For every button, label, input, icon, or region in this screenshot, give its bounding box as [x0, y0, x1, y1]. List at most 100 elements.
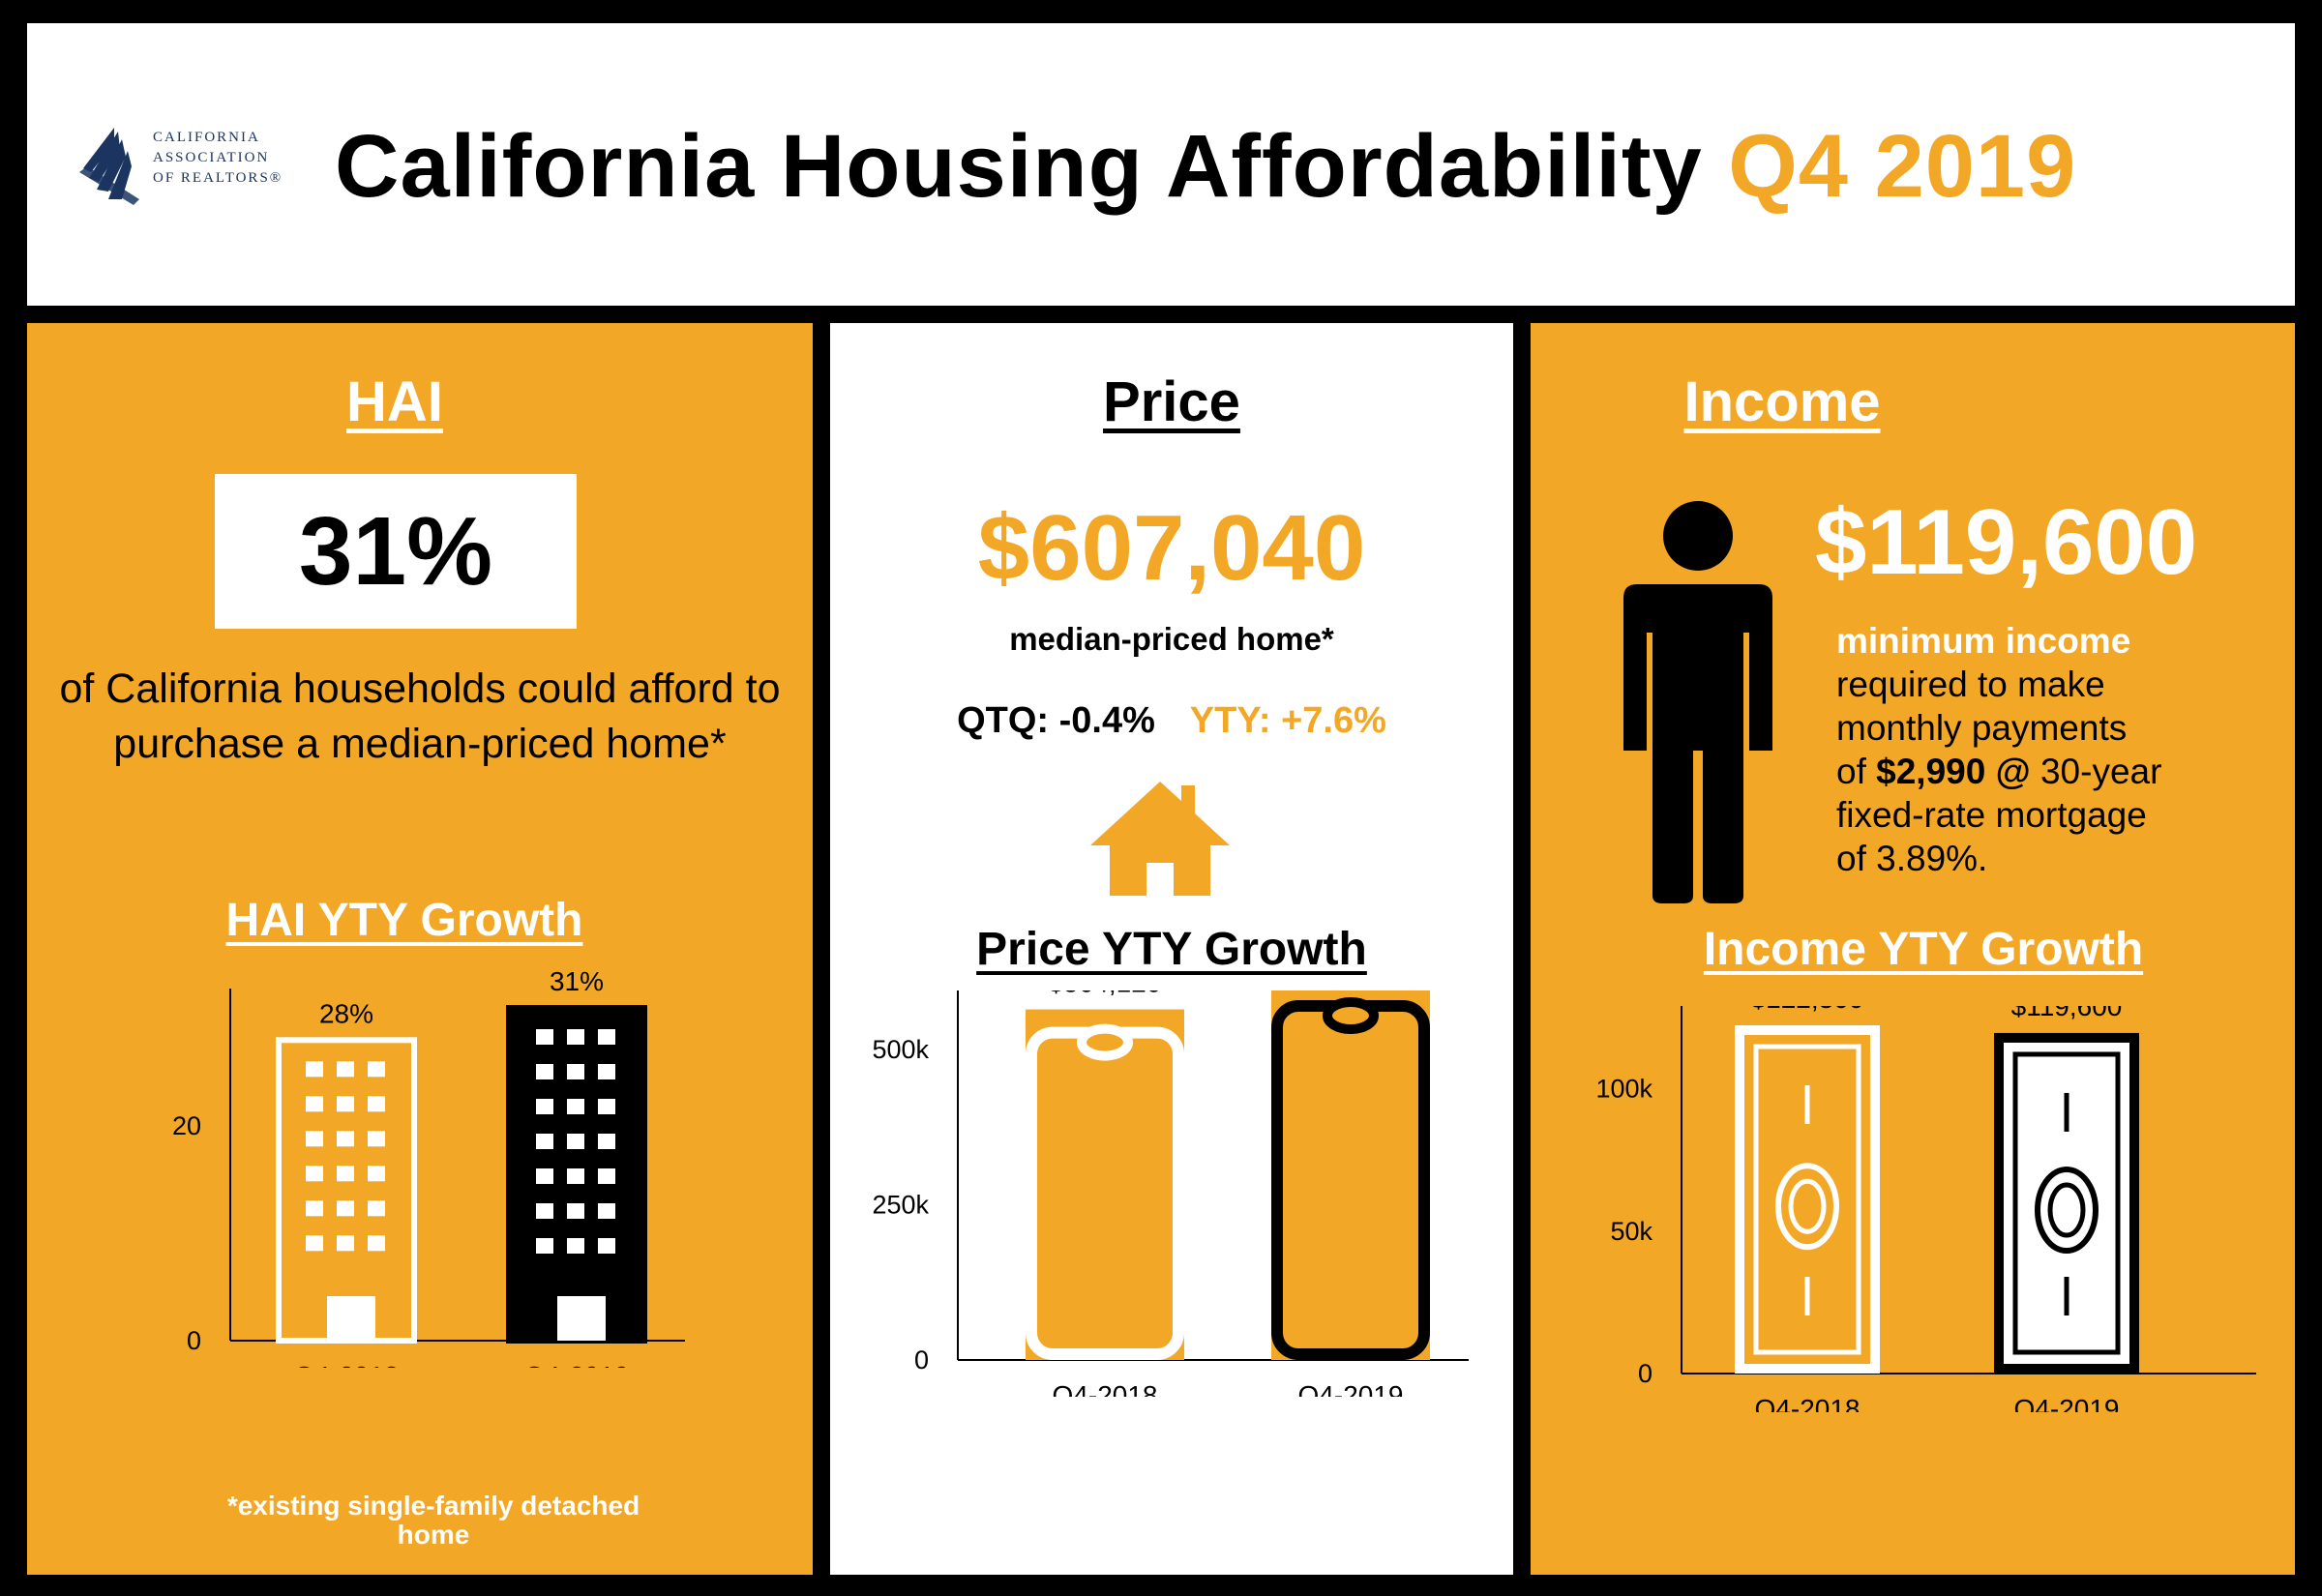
income-chart-svg: 0 50k 100k $122,300 Q4-2018 $119,600 Q4-2019 — [1595, 984, 2256, 1424]
window — [598, 1203, 615, 1219]
bar — [1994, 1032, 2139, 1374]
y-tick-label: 0 — [1638, 1359, 1652, 1388]
bill-border — [1753, 1044, 1861, 1355]
window — [567, 1134, 584, 1149]
income-panel: Income $119,600 minimum income required … — [1531, 323, 2295, 1575]
dollar-bill-icon — [2004, 1042, 2129, 1364]
income-desc-rate: of 3.89%. — [1836, 839, 1988, 878]
income-value: $119,600 — [1815, 490, 2198, 594]
window — [368, 1166, 385, 1182]
y-tick-label: 50k — [1610, 1217, 1652, 1246]
y-tick-label: 0 — [187, 1326, 201, 1355]
income-desc-line: of $2,990 @ 30-year — [1836, 750, 2262, 793]
hai-chart-title: HAI YTY Growth — [225, 895, 583, 946]
logo-line: ASSOCIATION — [153, 150, 270, 165]
person-icon — [1623, 501, 1772, 903]
income-desc-of: of — [1836, 752, 1866, 791]
category-label: Q4-2018 — [294, 1361, 400, 1368]
bill-oval — [1775, 1163, 1839, 1251]
logo-text: CALIFORNIA ASSOCIATION OF REALTORS® — [153, 128, 283, 189]
window — [368, 1061, 385, 1078]
income-chart: 0 50k 100k $122,300 Q4-2018 $119,600 Q4-2019 — [1560, 984, 2276, 1424]
hai-description: of California households could afford to… — [59, 665, 781, 767]
y-tick-label: 0 — [914, 1345, 929, 1374]
income-desc-line: required to make — [1836, 665, 2105, 704]
category-label: Q4-2018 — [1053, 1380, 1158, 1397]
logo-line: OF REALTORS® — [153, 170, 283, 186]
hai-heading: HAI — [346, 370, 443, 433]
window — [306, 1166, 323, 1182]
window — [306, 1131, 323, 1147]
y-tick-label: 100k — [1595, 1075, 1652, 1104]
income-description: minimum income required to make monthly … — [1836, 619, 2262, 880]
hai-panel: HAI 31% of California households could a… — [27, 323, 813, 1575]
car-logo-icon — [79, 128, 139, 205]
y-tick-label: 250k — [872, 1190, 929, 1219]
window — [337, 1096, 354, 1112]
window — [567, 1238, 584, 1254]
window — [598, 1064, 615, 1079]
logo-line: CALIFORNIA — [153, 130, 260, 145]
window — [567, 1168, 584, 1184]
bar-fill — [1271, 983, 1430, 1360]
window — [368, 1235, 385, 1252]
price-heading: Price — [1103, 370, 1240, 433]
y-tick-label: 20 — [172, 1111, 201, 1140]
window — [536, 1168, 553, 1184]
building-icon — [276, 1037, 417, 1345]
bar — [1026, 1009, 1184, 1360]
data-label: 31% — [550, 966, 604, 996]
y-tick-label: 500k — [872, 1035, 929, 1064]
window — [567, 1203, 584, 1219]
window — [536, 1134, 553, 1149]
income-desc-term: 30-year — [2039, 752, 2162, 791]
bill-border — [2012, 1051, 2121, 1355]
window — [337, 1166, 354, 1182]
price-chart-title: Price YTY Growth — [976, 924, 1367, 975]
income-desc-payment: $2,990 — [1876, 752, 1986, 791]
data-label: $122,300 — [1751, 1006, 1864, 1014]
window — [536, 1029, 553, 1045]
window — [337, 1200, 354, 1217]
window — [337, 1131, 354, 1147]
page-title: California Housing Affordability Q4 2019 — [335, 116, 2076, 218]
tag-hole — [1323, 997, 1379, 1034]
bar-fill — [1026, 1009, 1184, 1360]
price-panel: Price $607,040 median-priced home* QTQ: … — [830, 323, 1513, 1575]
header: CALIFORNIA ASSOCIATION OF REALTORS® Cali… — [27, 23, 2295, 306]
window — [567, 1064, 584, 1079]
income-desc-line: monthly payments — [1836, 708, 2128, 748]
price-change: QTQ: -0.4% YTY: +7.6% — [830, 700, 1513, 742]
bar — [506, 1005, 647, 1344]
window — [306, 1096, 323, 1112]
category-label: Q4-2019 — [1298, 1380, 1404, 1397]
window — [598, 1029, 615, 1045]
window — [536, 1064, 553, 1079]
income-desc-line: fixed-rate mortgage — [1836, 795, 2147, 835]
window — [598, 1134, 615, 1149]
category-label: Q4-2019 — [2014, 1394, 2120, 1412]
category-label: Q4-2018 — [1755, 1394, 1861, 1412]
title-text: California Housing Affordability — [335, 117, 1703, 216]
hai-chart-svg: 0 20 28% Q4-2018 31% Q4-2019 — [172, 966, 685, 1391]
title-period: Q4 2019 — [1728, 117, 2077, 216]
bill-oval-inner — [1788, 1178, 1827, 1234]
bill-oval-inner — [2047, 1182, 2086, 1238]
window — [368, 1096, 385, 1112]
window — [306, 1235, 323, 1252]
window — [337, 1061, 354, 1078]
hai-footnote: *existing single-family detached home — [226, 1491, 640, 1550]
house-icon — [1090, 782, 1230, 896]
window — [306, 1200, 323, 1217]
window — [567, 1099, 584, 1114]
price-label: median-priced home* — [1009, 621, 1334, 657]
window — [536, 1238, 553, 1254]
tag-hole — [1077, 1023, 1133, 1061]
price-qtq: QTQ: -0.4% — [957, 700, 1155, 741]
data-label: $119,600 — [2011, 1006, 2123, 1021]
window — [598, 1168, 615, 1184]
door — [557, 1296, 606, 1341]
window — [598, 1099, 615, 1114]
